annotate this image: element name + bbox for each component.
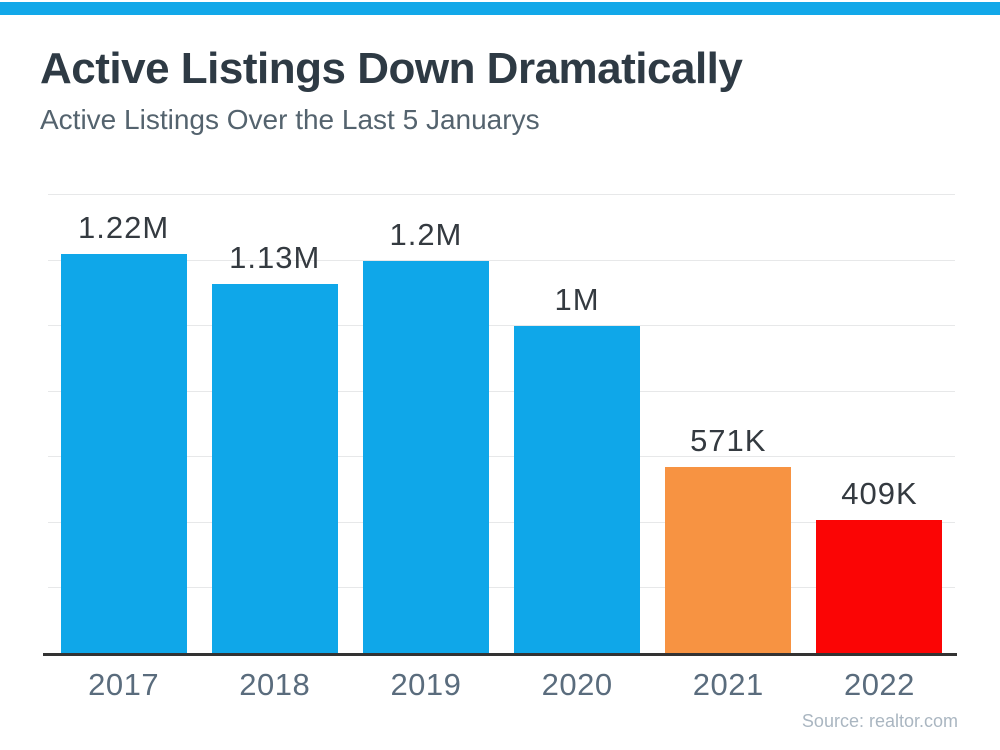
x-axis-label-2017: 2017 (88, 667, 160, 702)
bar-value-label-2021: 571K (690, 422, 767, 458)
gridline (48, 390, 955, 392)
source-credit: Source: realtor.com (801, 711, 958, 731)
bar-value-label-2018: 1.13M (229, 239, 321, 275)
x-axis-label-2020: 2020 (541, 667, 613, 702)
x-axis-label-2018: 2018 (239, 667, 311, 702)
x-axis-label-2019: 2019 (390, 667, 462, 702)
bar-column-2019: 1.2M (350, 195, 501, 654)
x-axis-line (43, 653, 957, 656)
chart-subtitle: Active Listings Over the Last 5 Januarys (40, 104, 540, 135)
bar-value-label-2017: 1.22M (77, 210, 170, 246)
gridline (48, 456, 955, 458)
bar-column-2017: 1.22M (48, 195, 199, 654)
bar-2021 (665, 466, 792, 654)
bar-value-label-2019: 1.2M (389, 216, 463, 252)
x-axis-labels: 2017 2018 2019 2020 2021 2022 (48, 664, 955, 706)
bar-2017 (60, 254, 187, 654)
bar-value-label-2020: 1M (554, 282, 600, 318)
bar-column-2021: 571K (653, 195, 804, 654)
bar-column-2018: 1.13M (199, 195, 350, 654)
bar-column-2020: 1M (502, 195, 653, 654)
gridline (48, 325, 955, 327)
gridline (48, 521, 955, 523)
gridline (48, 587, 955, 589)
top-accent-bar (0, 2, 1000, 15)
bar-2022 (816, 519, 943, 654)
gridline (48, 259, 955, 261)
bar-2019 (362, 260, 489, 654)
bars-container: 1.22M 1.13M 1.2M 1M 571K 409K (48, 195, 955, 654)
bar-value-label-2022: 409K (841, 475, 918, 511)
x-axis-label-2022: 2022 (843, 667, 915, 702)
bar-chart-plot: 1.22M 1.13M 1.2M 1M 571K 409K (43, 194, 957, 656)
bar-column-2022: 409K (804, 195, 955, 654)
x-axis-label-2021: 2021 (692, 667, 764, 702)
bar-2020 (514, 326, 641, 654)
bar-2018 (211, 283, 338, 654)
chart-title: Active Listings Down Dramatically (40, 44, 743, 93)
gridline (48, 194, 955, 195)
